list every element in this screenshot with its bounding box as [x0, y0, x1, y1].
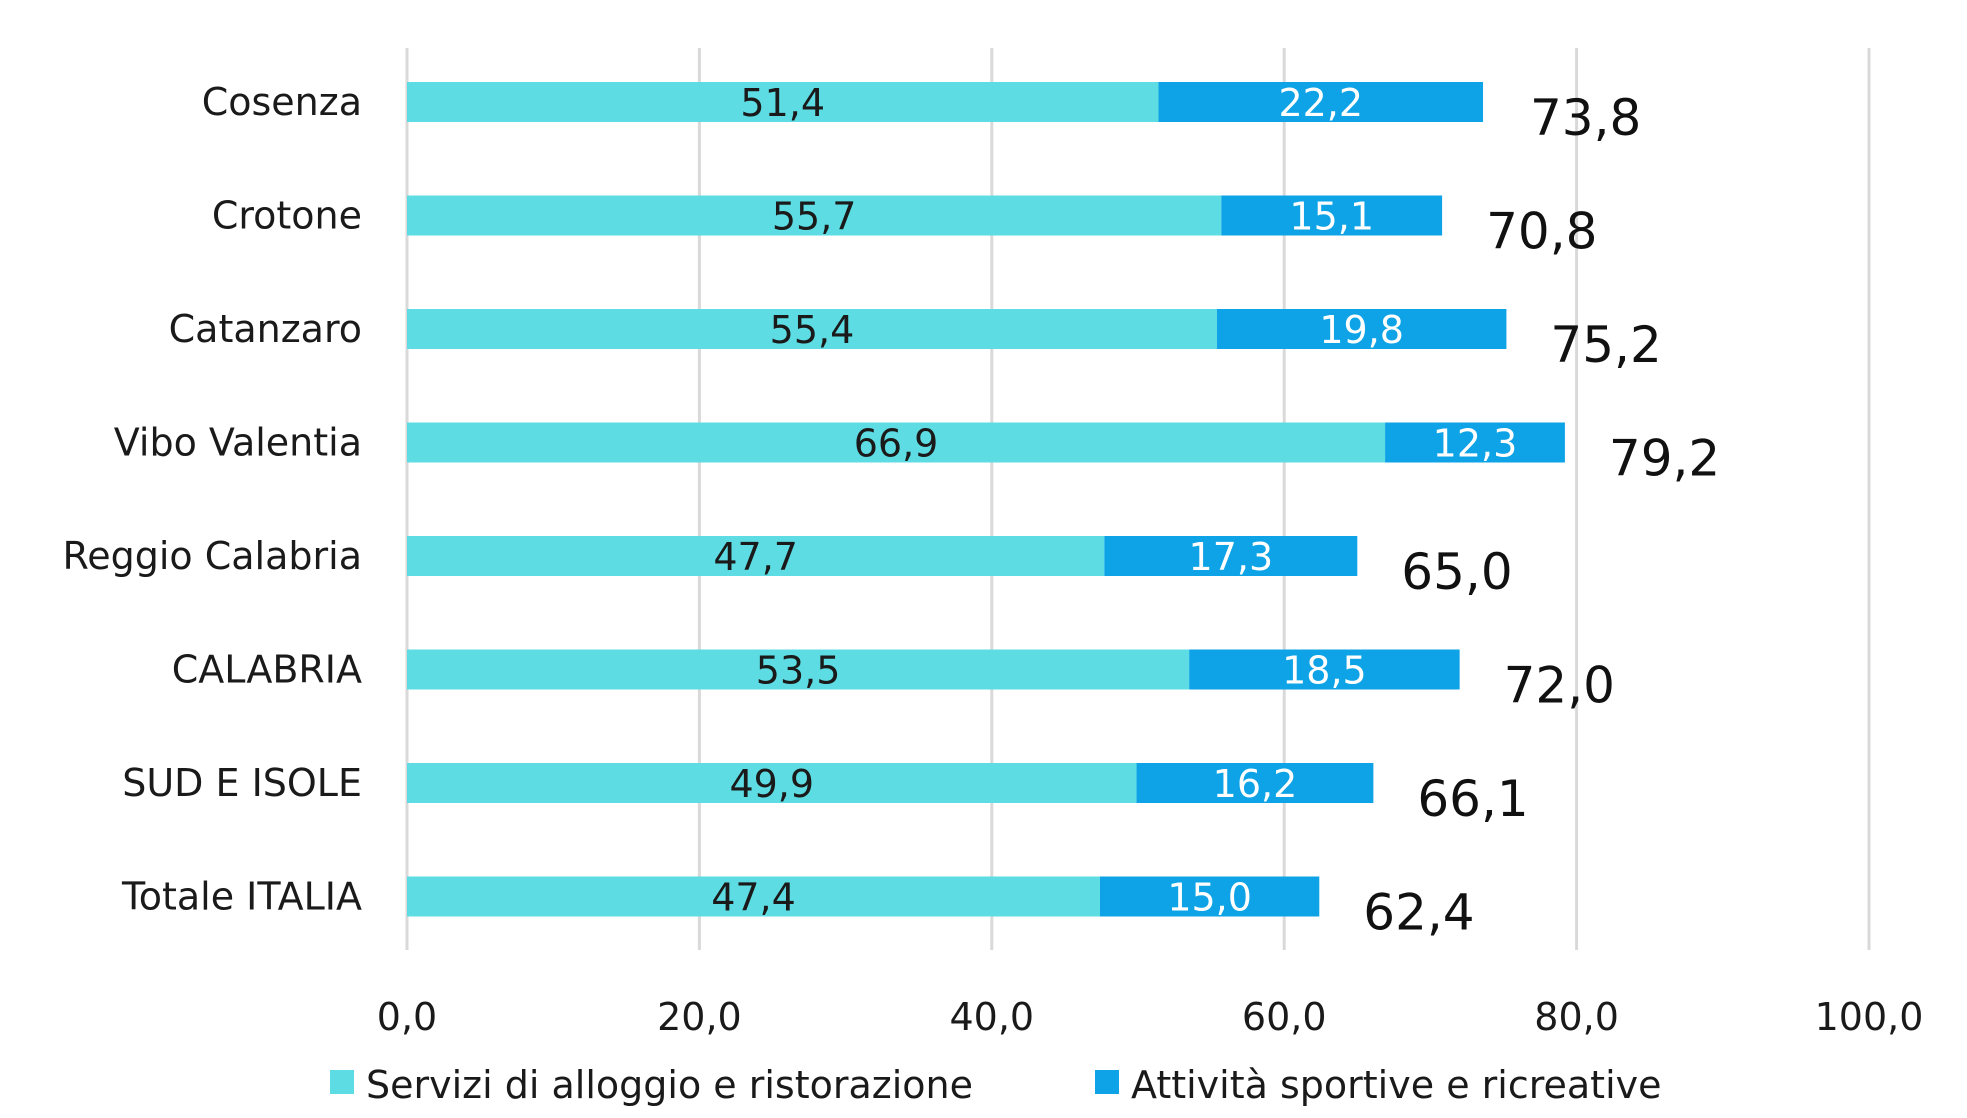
bar-value-label: 22,2	[1278, 81, 1363, 125]
x-tick-label: 60,0	[1242, 995, 1327, 1039]
bar-value-label: 51,4	[740, 81, 825, 125]
bar-value-label: 12,3	[1433, 422, 1518, 466]
total-value-label: 75,2	[1550, 316, 1661, 374]
bar-value-label: 55,7	[772, 195, 857, 239]
x-tick-label: 100,0	[1815, 995, 1924, 1039]
category-label: SUD E ISOLE	[122, 761, 362, 805]
total-value-label: 62,4	[1363, 884, 1474, 942]
total-value-label: 72,0	[1504, 657, 1615, 715]
labels: 0,0 20,0 40,0 60,0 80,0 100,0 Cosenza 51,4 22,2 7…	[63, 80, 1924, 1039]
bars	[407, 82, 1565, 917]
bar-value-label: 47,4	[711, 876, 796, 920]
bar-value-label: 47,7	[713, 535, 798, 579]
bar-alloggio-ristorazione	[407, 422, 1386, 463]
legend-swatch	[330, 1070, 354, 1094]
bar-attivita-sportive	[1221, 195, 1443, 236]
legend-swatch	[1095, 1070, 1119, 1094]
legend: Servizi di alloggio e ristorazione Attivi…	[330, 1063, 1662, 1107]
total-value-label: 79,2	[1609, 430, 1720, 488]
bar-alloggio-ristorazione	[407, 876, 1100, 917]
x-tick-label: 80,0	[1534, 995, 1619, 1039]
category-label: Reggio Calabria	[63, 534, 362, 578]
bar-alloggio-ristorazione	[407, 309, 1217, 349]
category-label: Catanzaro	[169, 307, 362, 351]
category-label: Crotone	[212, 194, 362, 238]
total-value-label: 70,8	[1486, 203, 1597, 261]
category-label: Vibo Valentia	[114, 421, 362, 465]
x-tick-label: 20,0	[657, 995, 742, 1039]
bar-value-label: 49,9	[729, 762, 814, 806]
bar-value-label: 16,2	[1213, 762, 1298, 806]
bar-value-label: 15,1	[1289, 195, 1374, 239]
total-value-label: 66,1	[1417, 770, 1528, 828]
bar-alloggio-ristorazione	[407, 195, 1222, 236]
category-label: Totale ITALIA	[121, 875, 362, 919]
category-label: CALABRIA	[172, 648, 362, 692]
bar-value-label: 15,0	[1167, 876, 1252, 920]
bar-alloggio-ristorazione	[407, 536, 1105, 576]
x-tick-label: 40,0	[949, 995, 1034, 1039]
total-value-label: 73,8	[1530, 89, 1641, 147]
bar-attivita-sportive	[1104, 536, 1358, 576]
category-label: Cosenza	[202, 80, 362, 124]
grid	[405, 48, 1871, 950]
bar-attivita-sportive	[1216, 309, 1507, 349]
bar-alloggio-ristorazione	[407, 763, 1137, 803]
bar-attivita-sportive	[1136, 763, 1374, 803]
bar-attivita-sportive	[1099, 876, 1320, 917]
bar-value-label: 66,9	[854, 422, 939, 466]
bar-alloggio-ristorazione	[407, 82, 1159, 122]
legend-label: Attività sportive e ricreative	[1131, 1063, 1662, 1107]
legend-label: Servizi di alloggio e ristorazione	[366, 1063, 973, 1107]
bar-value-label: 18,5	[1282, 649, 1367, 693]
bar-value-label: 17,3	[1189, 535, 1274, 579]
bar-attivita-sportive	[1189, 649, 1460, 690]
total-value-label: 65,0	[1401, 543, 1512, 601]
bar-value-label: 53,5	[756, 649, 841, 693]
x-tick-label: 0,0	[377, 995, 437, 1039]
bar-attivita-sportive	[1158, 82, 1484, 122]
bar-alloggio-ristorazione	[407, 649, 1190, 690]
bar-value-label: 19,8	[1319, 308, 1404, 352]
bar-attivita-sportive	[1385, 422, 1565, 463]
bar-value-label: 55,4	[770, 308, 855, 352]
